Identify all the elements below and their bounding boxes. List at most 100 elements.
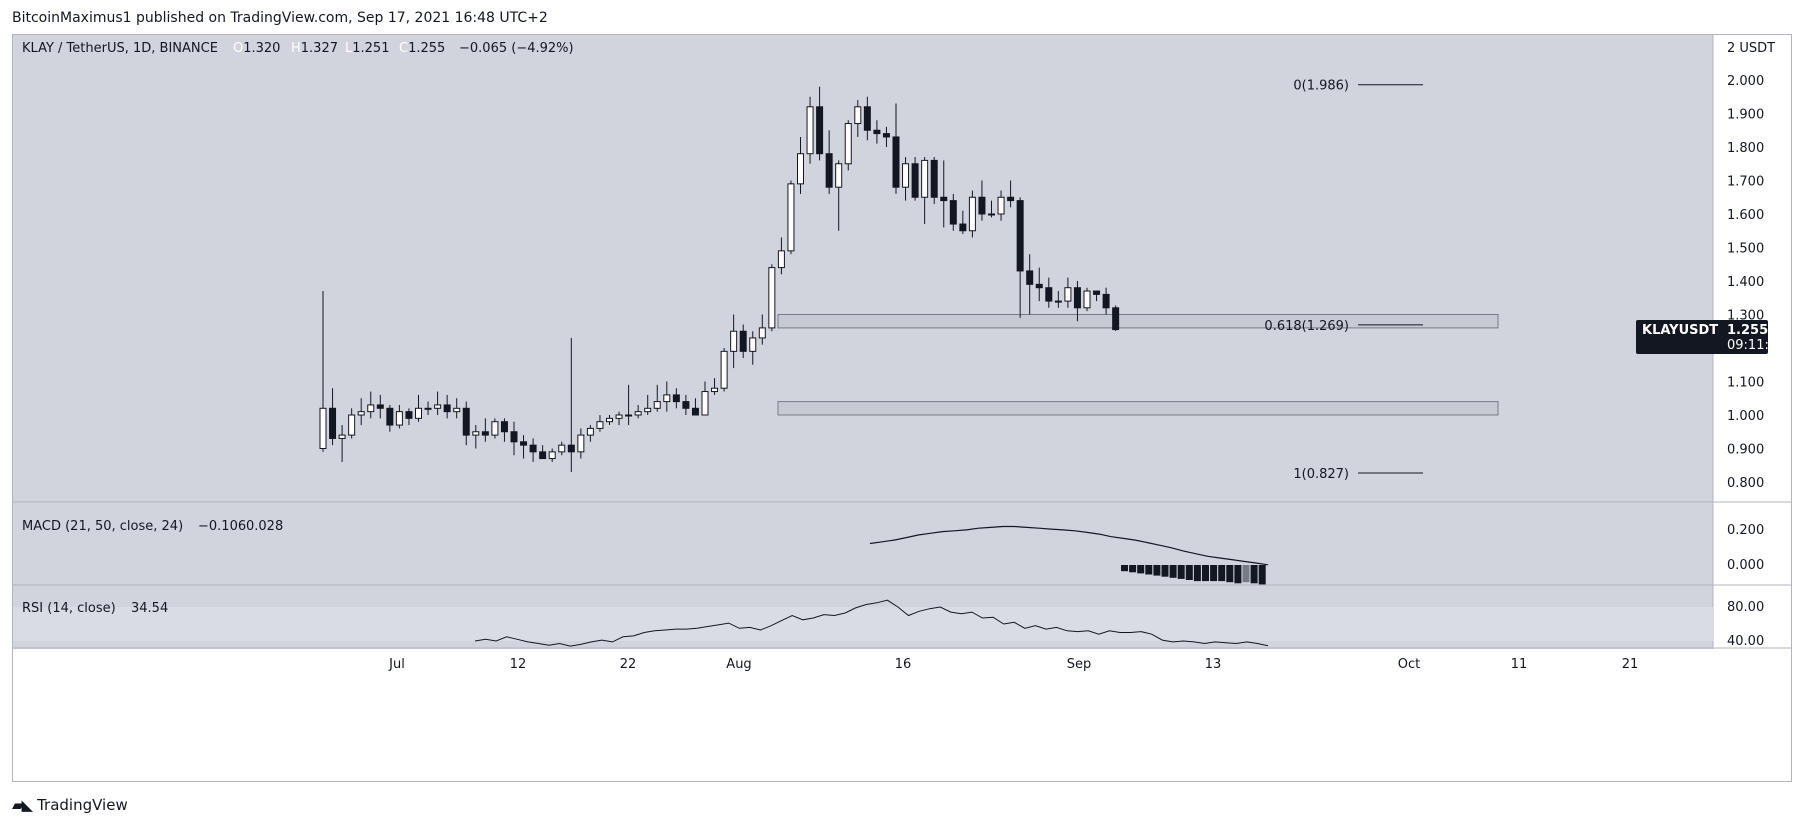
macd-tick-1: 0.000 — [1727, 558, 1764, 573]
price-tick-label: 2.000 — [1727, 74, 1764, 89]
candle-up — [844, 123, 852, 165]
chart-frame[interactable]: 2.000 1.900 1.800 1.700 1.600 1.500 1.400 1.300… — [12, 34, 1792, 782]
candle-down — [691, 407, 699, 416]
candle-up — [711, 387, 719, 393]
candle-up — [424, 407, 432, 410]
candle-down — [978, 196, 986, 215]
candle-down — [539, 451, 547, 460]
candle-up — [558, 444, 566, 453]
macd-histogram-bar — [1161, 565, 1169, 577]
time-tick-label: 13 — [1205, 657, 1222, 672]
candle-up — [720, 350, 728, 389]
candle-down — [825, 153, 833, 188]
candle-down — [500, 421, 508, 433]
legend-low: L1.251 — [345, 41, 389, 56]
candle-up — [701, 391, 709, 416]
price-tick-label: 1.500 — [1727, 242, 1764, 257]
support-zone-1 — [777, 401, 1499, 416]
candle-down — [1016, 200, 1024, 272]
price-tick-label: 1.900 — [1727, 108, 1764, 123]
candle-down — [739, 330, 747, 352]
macd-histogram-bar — [1218, 565, 1226, 582]
price-tick-label: 1.800 — [1727, 141, 1764, 156]
macd-histogram-bar — [1153, 565, 1161, 576]
candle-up — [663, 394, 671, 403]
candle-up — [806, 106, 814, 155]
chart-canvas[interactable]: 2.000 1.900 1.800 1.700 1.600 1.500 1.400 1.300… — [13, 35, 1791, 781]
last-price-label: KLAYUSDT 1.255 09:11:34 — [1636, 320, 1785, 354]
macd-histogram-bar — [1242, 565, 1250, 583]
candle-up — [577, 434, 585, 453]
macd-histogram-bar — [1250, 565, 1258, 584]
macd-histogram-bar — [1145, 565, 1153, 575]
candle-down — [1035, 283, 1043, 289]
candle-up — [997, 196, 1005, 215]
candle-down — [911, 163, 919, 198]
candle-up — [1083, 290, 1091, 309]
rsi-value: 34.54 — [131, 601, 168, 616]
candle-down — [930, 159, 938, 198]
candle-up — [472, 431, 480, 436]
candle-down — [386, 407, 394, 426]
macd-line — [869, 525, 1269, 566]
candle-up — [634, 411, 642, 416]
macd-title: MACD (21, 50, close, 24) — [22, 519, 183, 534]
candle-down — [481, 431, 489, 436]
candle-up — [644, 407, 652, 413]
candle-up — [453, 407, 461, 413]
candle-down — [1045, 287, 1053, 302]
candle-down — [882, 133, 890, 138]
price-tick-label: 1.300 — [1727, 309, 1764, 324]
legend-close: C1.255 — [399, 41, 445, 56]
time-tick-label: 12 — [510, 657, 527, 672]
candle-down — [567, 444, 575, 453]
candle-up — [606, 417, 613, 423]
candle-down — [529, 444, 537, 453]
legend-symbol: KLAY / TetherUS, 1D, BINANCE — [22, 41, 218, 56]
candle-down — [1093, 290, 1101, 295]
candle-down — [376, 404, 384, 409]
main-price-pane: 2.000 1.900 1.800 1.700 1.600 1.500 1.400 1.300… — [13, 74, 1791, 649]
candle-down — [863, 106, 871, 131]
time-tick-label: Jul — [388, 657, 405, 672]
candle-down — [1112, 307, 1120, 331]
candle-up — [758, 327, 766, 339]
currency-label: 2 USDT — [1727, 41, 1775, 56]
rsi-pane — [13, 599, 1713, 647]
macd-value-1: −0.106 — [198, 519, 246, 534]
fib-label: 0(1.986) — [1293, 79, 1349, 94]
rsi-title: RSI (14, close) — [22, 601, 116, 616]
price-tick-label: 1.700 — [1727, 175, 1764, 190]
candle-up — [357, 411, 365, 416]
candle-up — [367, 404, 375, 413]
candle-up — [596, 421, 604, 429]
time-tick-label: Aug — [726, 657, 751, 672]
publish-info: BitcoinMaximus1 published on TradingView… — [12, 10, 548, 26]
candle-down — [405, 411, 413, 419]
candle-down — [510, 431, 518, 443]
candle-down — [892, 136, 900, 188]
candle-down — [520, 441, 528, 446]
legend-high: H1.327 — [291, 41, 338, 56]
candle-up — [988, 213, 995, 216]
price-tick-label: 0.900 — [1727, 443, 1764, 458]
macd-histogram-bar — [1177, 565, 1185, 579]
candle-up — [348, 414, 356, 436]
candle-up — [319, 407, 327, 449]
price-tick-label: 1.400 — [1727, 275, 1764, 290]
candle-down — [873, 129, 881, 135]
time-tick-label: 16 — [895, 657, 912, 672]
candle-up — [797, 153, 804, 185]
candle-up — [854, 106, 862, 125]
candle-up — [338, 434, 346, 439]
candle-down — [959, 223, 967, 232]
price-tick-label: 1.000 — [1727, 409, 1764, 424]
candle-down — [682, 401, 690, 409]
candle-down — [672, 394, 680, 403]
footer-brand[interactable]: ▰◣ TradingView — [12, 796, 128, 814]
rsi-band — [13, 607, 1713, 641]
time-tick-label: 22 — [620, 657, 637, 672]
fib-label: 1(0.827) — [1293, 467, 1349, 482]
candle-up — [586, 427, 594, 436]
macd-histogram-bar — [1234, 565, 1242, 584]
